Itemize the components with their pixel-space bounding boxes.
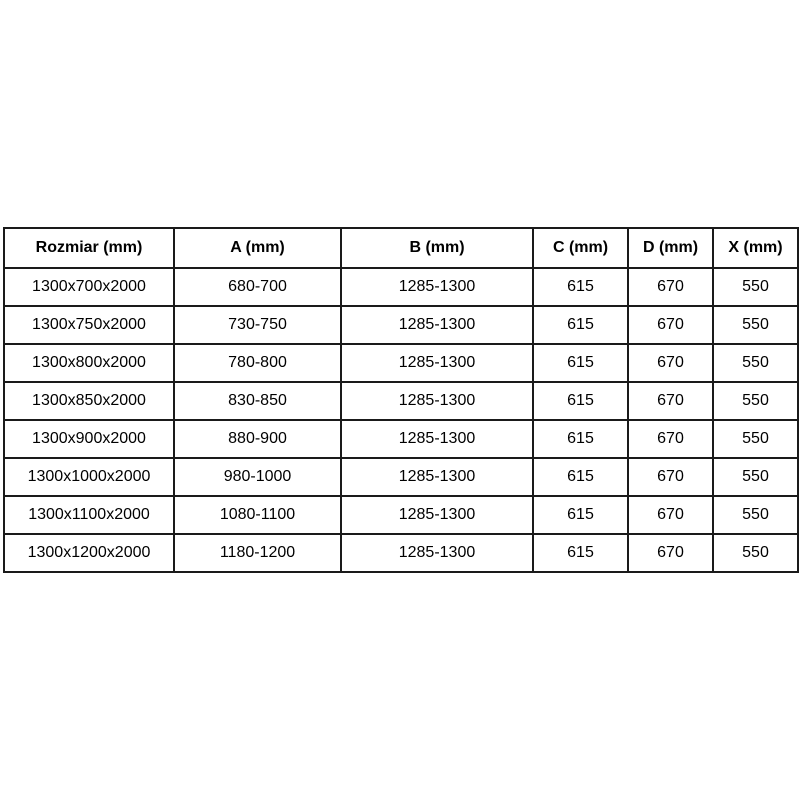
table-cell: 550 bbox=[712, 305, 799, 345]
table-cell: 670 bbox=[627, 305, 714, 345]
table-cell: 615 bbox=[532, 305, 629, 345]
table-cell: 1300x900x2000 bbox=[3, 419, 175, 459]
table-cell: 615 bbox=[532, 533, 629, 573]
table-cell: 1285-1300 bbox=[340, 267, 534, 307]
column-header: D (mm) bbox=[627, 227, 714, 269]
table-cell: 1285-1300 bbox=[340, 419, 534, 459]
table-cell: 550 bbox=[712, 495, 799, 535]
table-cell: 1300x800x2000 bbox=[3, 343, 175, 383]
table-cell: 1285-1300 bbox=[340, 533, 534, 573]
table-row: 1300x900x2000 880-900 1285-1300 615 670 550 bbox=[3, 419, 799, 459]
table-cell: 615 bbox=[532, 495, 629, 535]
table-row: 1300x700x2000 680-700 1285-1300 615 670 550 bbox=[3, 267, 799, 307]
table-row: 1300x750x2000 730-750 1285-1300 615 670 550 bbox=[3, 305, 799, 345]
table-cell: 615 bbox=[532, 457, 629, 497]
table-cell: 1285-1300 bbox=[340, 381, 534, 421]
table-cell: 1180-1200 bbox=[173, 533, 342, 573]
table-cell: 1285-1300 bbox=[340, 495, 534, 535]
table-row: 1300x850x2000 830-850 1285-1300 615 670 550 bbox=[3, 381, 799, 421]
table-cell: 1285-1300 bbox=[340, 457, 534, 497]
table-row: 1300x1100x2000 1080-1100 1285-1300 615 670 55… bbox=[3, 495, 799, 535]
column-header: Rozmiar (mm) bbox=[3, 227, 175, 269]
table-cell: 615 bbox=[532, 267, 629, 307]
header-row: Rozmiar (mm) A (mm) B (mm) C (mm) D (mm) X (m… bbox=[3, 227, 799, 269]
table-cell: 1300x700x2000 bbox=[3, 267, 175, 307]
table-body: 1300x700x2000 680-700 1285-1300 615 670 550 13… bbox=[3, 267, 799, 573]
table-cell: 670 bbox=[627, 457, 714, 497]
table-cell: 550 bbox=[712, 457, 799, 497]
table-cell: 980-1000 bbox=[173, 457, 342, 497]
column-header: C (mm) bbox=[532, 227, 629, 269]
table-row: 1300x1000x2000 980-1000 1285-1300 615 670 550 bbox=[3, 457, 799, 497]
table-cell: 615 bbox=[532, 381, 629, 421]
table-cell: 670 bbox=[627, 495, 714, 535]
table-cell: 615 bbox=[532, 419, 629, 459]
table-row: 1300x1200x2000 1180-1200 1285-1300 615 670 55… bbox=[3, 533, 799, 573]
table-cell: 1080-1100 bbox=[173, 495, 342, 535]
table-cell: 680-700 bbox=[173, 267, 342, 307]
table-cell: 1300x1100x2000 bbox=[3, 495, 175, 535]
table-cell: 670 bbox=[627, 343, 714, 383]
table-cell: 670 bbox=[627, 533, 714, 573]
column-header: A (mm) bbox=[173, 227, 342, 269]
table-cell: 670 bbox=[627, 267, 714, 307]
table-cell: 730-750 bbox=[173, 305, 342, 345]
table-cell: 670 bbox=[627, 381, 714, 421]
table-cell: 830-850 bbox=[173, 381, 342, 421]
table-cell: 1300x1000x2000 bbox=[3, 457, 175, 497]
table-cell: 550 bbox=[712, 381, 799, 421]
table-cell: 670 bbox=[627, 419, 714, 459]
table-cell: 1285-1300 bbox=[340, 305, 534, 345]
column-header: X (mm) bbox=[712, 227, 799, 269]
table-cell: 1300x750x2000 bbox=[3, 305, 175, 345]
table-cell: 1300x850x2000 bbox=[3, 381, 175, 421]
table-cell: 615 bbox=[532, 343, 629, 383]
table-cell: 880-900 bbox=[173, 419, 342, 459]
table-cell: 550 bbox=[712, 533, 799, 573]
table-row: 1300x800x2000 780-800 1285-1300 615 670 550 bbox=[3, 343, 799, 383]
table-cell: 1300x1200x2000 bbox=[3, 533, 175, 573]
table-cell: 780-800 bbox=[173, 343, 342, 383]
dimension-spec-table: Rozmiar (mm) A (mm) B (mm) C (mm) D (mm) X (m… bbox=[3, 227, 799, 573]
table-cell: 1285-1300 bbox=[340, 343, 534, 383]
table-cell: 550 bbox=[712, 343, 799, 383]
table-cell: 550 bbox=[712, 267, 799, 307]
column-header: B (mm) bbox=[340, 227, 534, 269]
table-cell: 550 bbox=[712, 419, 799, 459]
